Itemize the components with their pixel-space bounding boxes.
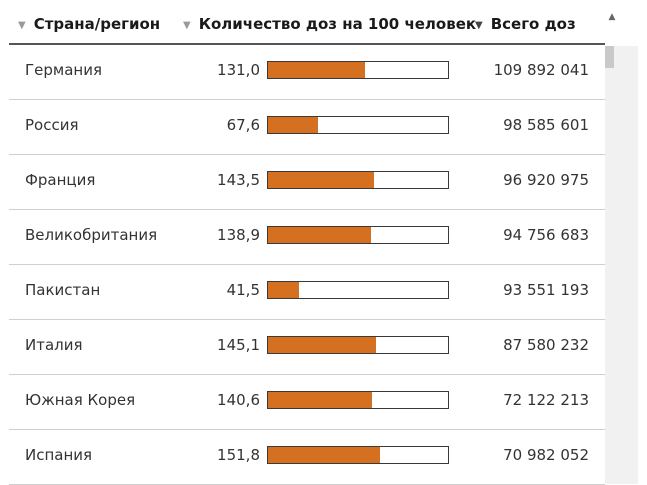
doses-per-100-bar (267, 281, 449, 299)
country-name: Пакистан (25, 281, 101, 299)
country-name: Франция (25, 171, 96, 189)
total-doses-value: 98 585 601 (503, 116, 589, 134)
country-name: Южная Корея (25, 391, 136, 409)
doses-per-100-bar-fill (268, 227, 371, 243)
total-doses-value: 94 756 683 (503, 226, 589, 244)
total-doses-value: 93 551 193 (503, 281, 589, 299)
country-name: Великобритания (25, 226, 158, 244)
doses-per-100-value: 41,5 (226, 281, 260, 299)
table-row: Южная Корея 140,6 72 122 213 (9, 375, 605, 430)
vaccination-table: ▼ Страна/регион ▼ Количество доз на 100 че… (9, 6, 605, 485)
per100-header-label: Количество доз на 100 человек (198, 15, 477, 33)
doses-per-100-value: 67,6 (226, 116, 260, 134)
total-doses-value: 109 892 041 (493, 61, 589, 79)
sort-arrow-active-icon: ▼ (475, 20, 483, 31)
country-name: Италия (25, 336, 83, 354)
scroll-up-icon[interactable]: ▲ (608, 12, 616, 22)
doses-per-100-value: 143,5 (217, 171, 260, 189)
total-doses-value: 70 982 052 (503, 446, 589, 464)
country-name: Испания (25, 446, 93, 464)
sort-country-header[interactable]: ▼ Страна/регион (18, 15, 160, 33)
doses-per-100-value: 151,8 (217, 446, 260, 464)
total-doses-value: 96 920 975 (503, 171, 589, 189)
doses-per-100-bar-fill (268, 447, 380, 463)
doses-per-100-bar (267, 391, 449, 409)
doses-per-100-bar-fill (268, 282, 299, 298)
table-header: ▼ Страна/регион ▼ Количество доз на 100 че… (9, 6, 605, 45)
doses-per-100-bar-fill (268, 392, 373, 408)
doses-per-100-bar (267, 226, 449, 244)
scroll-track[interactable] (605, 46, 638, 484)
sort-arrow-icon: ▼ (18, 20, 26, 31)
table-row: Франция 143,5 96 920 975 (9, 155, 605, 210)
total-doses-value: 72 122 213 (503, 391, 589, 409)
sort-total-header[interactable]: ▼ Всего доз (475, 15, 576, 33)
sort-arrow-icon: ▼ (183, 20, 191, 31)
total-header-label: Всего доз (490, 15, 576, 33)
doses-per-100-value: 145,1 (217, 336, 260, 354)
doses-per-100-bar (267, 336, 449, 354)
doses-per-100-value: 131,0 (217, 61, 260, 79)
doses-per-100-bar (267, 116, 449, 134)
scrollbar[interactable]: ▲ (605, 6, 638, 484)
table-row: Россия 67,6 98 585 601 (9, 100, 605, 155)
doses-per-100-bar-fill (268, 337, 376, 353)
table-row: Италия 145,1 87 580 232 (9, 320, 605, 375)
table-row: Испания 151,8 70 982 052 (9, 430, 605, 485)
total-doses-value: 87 580 232 (503, 336, 589, 354)
doses-per-100-bar (267, 171, 449, 189)
table-row: Германия 131,0 109 892 041 (9, 45, 605, 100)
scroll-thumb[interactable] (605, 46, 614, 68)
doses-per-100-bar-fill (268, 62, 366, 78)
table-row: Пакистан 41,5 93 551 193 (9, 265, 605, 320)
doses-per-100-bar (267, 61, 449, 79)
doses-per-100-value: 140,6 (217, 391, 260, 409)
doses-per-100-bar-fill (268, 172, 375, 188)
country-name: Германия (25, 61, 102, 79)
sort-per100-header[interactable]: ▼ Количество доз на 100 человек (183, 15, 476, 33)
doses-per-100-bar (267, 446, 449, 464)
doses-per-100-value: 138,9 (217, 226, 260, 244)
table-body: Германия 131,0 109 892 041 Россия 67,6 98 585… (9, 45, 605, 485)
country-header-label: Страна/регион (33, 15, 161, 33)
table-row: Великобритания 138,9 94 756 683 (9, 210, 605, 265)
country-name: Россия (25, 116, 79, 134)
doses-per-100-bar-fill (268, 117, 319, 133)
